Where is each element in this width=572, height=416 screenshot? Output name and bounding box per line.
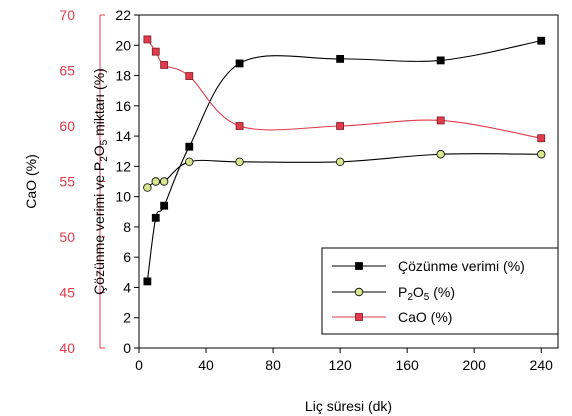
data-point-series-3 — [151, 47, 160, 56]
y-tick-label: 6 — [123, 249, 131, 265]
legend-swatch-marker — [354, 287, 364, 297]
x-tick-label: 200 — [463, 357, 487, 373]
x-tick-label: 0 — [135, 357, 143, 373]
data-point-series-2 — [335, 157, 345, 167]
data-point-series-2 — [537, 150, 546, 159]
data-point-series-1 — [235, 59, 244, 68]
x-tick-label: 80 — [265, 357, 281, 373]
x-tick-label: 120 — [328, 357, 352, 373]
y-tick-label: 0 — [123, 340, 131, 356]
axis-title-part: O — [91, 145, 107, 156]
axes: 0 40 80 120 160 200 24002468101214161820224045… — [23, 7, 559, 414]
data-point-series-2 — [143, 183, 152, 192]
axis-title-part: 5 — [99, 139, 110, 145]
legend-label-part: (%) — [429, 284, 455, 300]
cao-tick-label: 70 — [59, 7, 75, 23]
legend: Çözünme verimi (%) P2O5 (%) CaO (%) — [321, 247, 559, 335]
y-tick-label: 14 — [115, 128, 131, 144]
cao-tick-label: 60 — [59, 118, 75, 134]
data-point-series-3 — [436, 116, 445, 125]
legend-swatch-marker — [355, 313, 363, 321]
data-point-series-2 — [159, 177, 169, 186]
data-point-series-2 — [151, 177, 160, 186]
data-point-series-3 — [143, 35, 152, 44]
x-axis-title: Liç süresi (dk) — [305, 398, 392, 414]
series-line-2 — [147, 153, 542, 189]
data-point-series-1 — [185, 142, 194, 151]
legend-label: P2O5 (%) — [398, 284, 455, 303]
legend-label: Çözünme verimi (%) — [398, 258, 525, 274]
x-tick-label: 160 — [395, 357, 419, 373]
data-point-series-1 — [537, 36, 546, 45]
cao-tick-label: 40 — [59, 340, 75, 356]
data-point-series-1 — [436, 56, 445, 65]
series-layer — [143, 35, 546, 286]
data-point-series-2 — [185, 157, 194, 167]
data-point-series-1 — [336, 54, 345, 63]
data-point-series-1 — [143, 277, 152, 286]
y-tick-label: 2 — [123, 310, 131, 326]
axis-title-part: 2 — [99, 156, 110, 162]
legend-label: CaO (%) — [398, 309, 452, 325]
data-point-series-1 — [151, 213, 160, 222]
y-tick-label: 22 — [115, 7, 131, 23]
legend-label-part: O — [413, 284, 424, 300]
data-point-series-3 — [185, 72, 194, 80]
data-point-series-2 — [235, 157, 244, 167]
y-tick-label: 8 — [123, 219, 131, 235]
cao-tick-label: 65 — [59, 63, 75, 79]
cao-tick-label: 50 — [59, 229, 75, 245]
data-point-series-3 — [160, 61, 169, 69]
legend-swatch-marker — [355, 262, 363, 270]
y-tick-label: 16 — [115, 98, 131, 114]
data-point-series-3 — [235, 122, 244, 130]
plot-frame — [138, 14, 559, 349]
y-tick-label: 4 — [123, 279, 131, 295]
cao-axis-title: CaO (%) — [23, 154, 39, 208]
axis-title-part: miktarı (%) — [91, 68, 107, 140]
legend-label-part: 2 — [407, 292, 413, 303]
y-tick-label: 18 — [115, 68, 131, 84]
legend-label-part: 5 — [424, 292, 430, 303]
x-tick-label: 240 — [530, 357, 554, 373]
cao-tick-label: 55 — [59, 174, 75, 190]
y-tick-label: 20 — [115, 37, 131, 53]
data-point-series-2 — [436, 150, 445, 159]
legend-label-part: P — [398, 284, 407, 300]
cao-tick-label: 45 — [59, 285, 75, 301]
data-point-series-1 — [160, 201, 169, 210]
data-point-series-3 — [537, 134, 546, 143]
y-tick-label: 10 — [115, 189, 131, 205]
y-tick-label: 12 — [115, 158, 131, 174]
yield-axis-title: Çözünme verimi ve P2O5 miktarı (%) — [91, 68, 110, 295]
data-point-series-3 — [336, 122, 345, 130]
x-tick-label: 40 — [198, 357, 214, 373]
axis-title-part: Çözünme verimi ve P — [91, 162, 107, 295]
